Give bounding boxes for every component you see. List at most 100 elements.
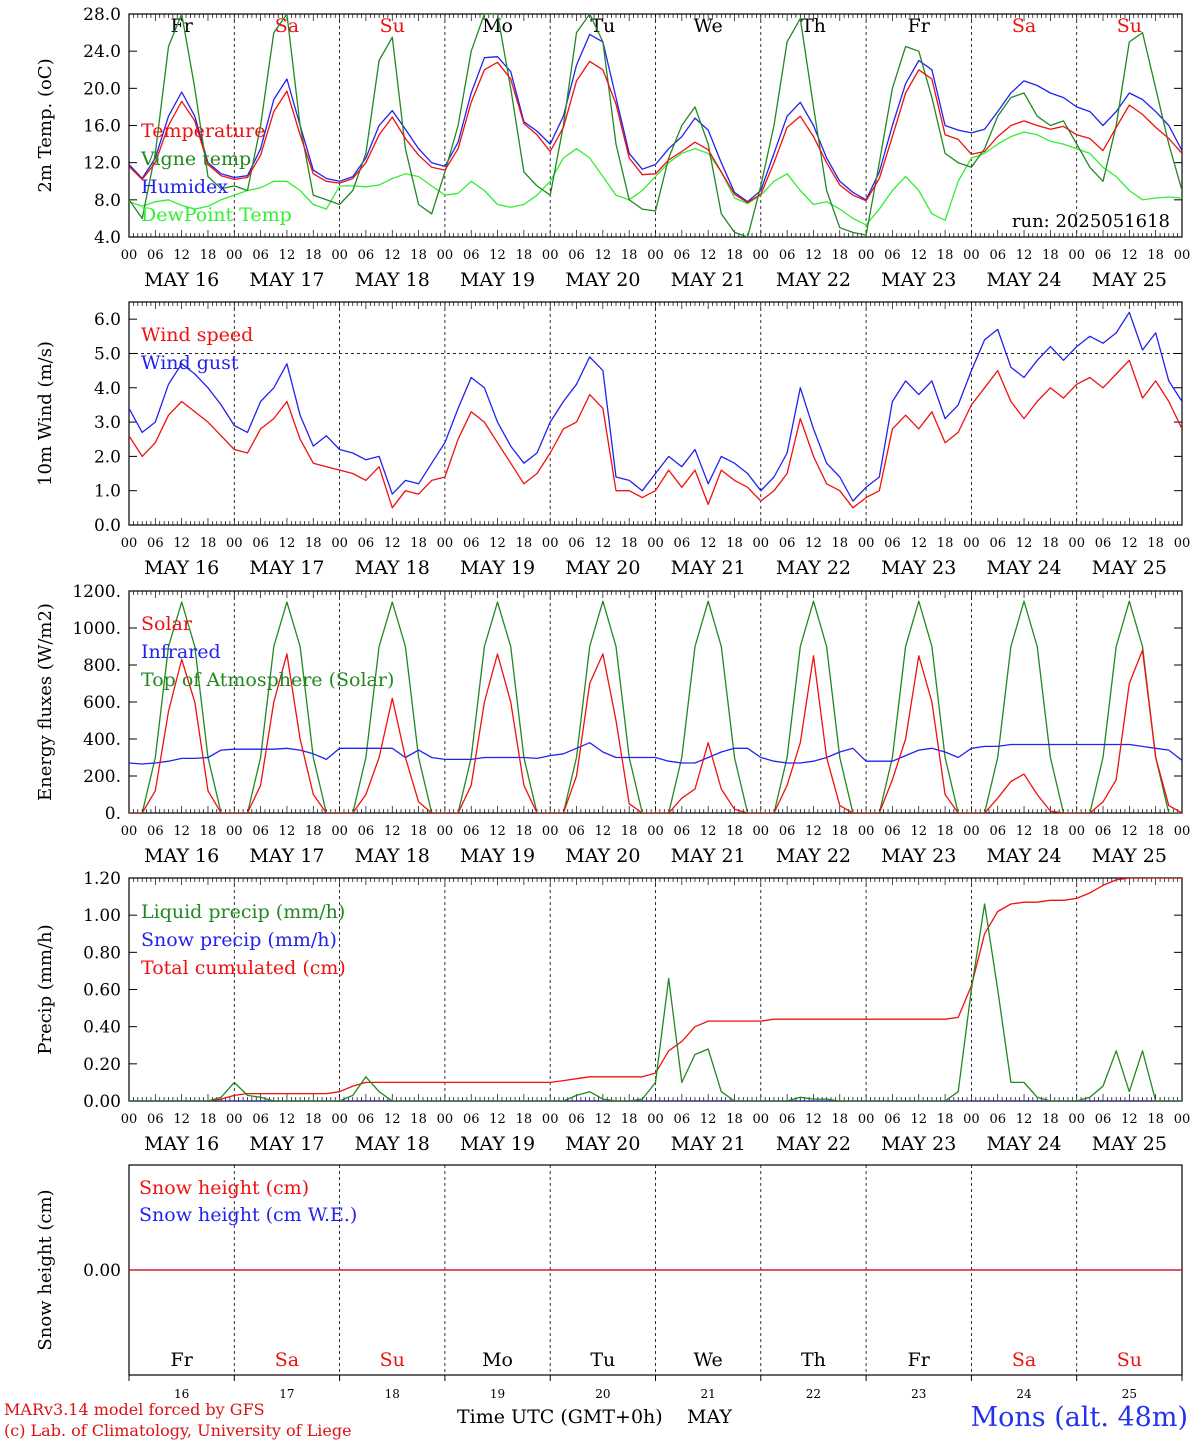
hour-tick-label: 12	[1121, 536, 1138, 551]
date-label: MAY 25	[1092, 845, 1167, 867]
hour-tick-label: 00	[753, 536, 770, 551]
hour-tick-label: 18	[516, 824, 533, 839]
y-tick-label: 16.0	[83, 117, 121, 137]
day-number-label: 24	[1016, 1387, 1032, 1401]
y-axis-label: Snow height (cm)	[35, 1189, 56, 1350]
hour-tick-label: 18	[1042, 536, 1059, 551]
hour-tick-label: 00	[1068, 536, 1085, 551]
series-group	[129, 878, 1182, 1101]
date-label: MAY 16	[144, 845, 219, 867]
series-line-wind-speed	[129, 359, 1182, 509]
station-label: Mons (alt. 48m)	[970, 1402, 1188, 1433]
series-line-dewpoint-temp	[129, 131, 1182, 226]
hour-tick-label: 12	[489, 1112, 506, 1127]
hour-tick-label: 18	[832, 536, 849, 551]
run-label: run: 2025051618	[1012, 211, 1170, 232]
hour-tick-label: 00	[1174, 536, 1191, 551]
date-label: MAY 22	[776, 845, 851, 867]
hour-tick-label: 12	[700, 248, 717, 263]
weekday-label: We	[694, 1349, 723, 1371]
hour-tick-label: 00	[858, 536, 875, 551]
hour-tick-label: 12	[279, 536, 296, 551]
weekday-label: Fr	[908, 15, 931, 37]
hour-tick-label: 12	[384, 1112, 401, 1127]
date-label: MAY 19	[460, 845, 535, 867]
hour-tick-label: 18	[621, 536, 638, 551]
hour-tick-label: 06	[463, 536, 480, 551]
hour-tick-label: 12	[1016, 824, 1033, 839]
day-number-label: 22	[806, 1387, 821, 1401]
hour-tick-label: 12	[384, 824, 401, 839]
hour-tick-label: 06	[252, 536, 269, 551]
hour-tick-label: 00	[121, 824, 138, 839]
panel-4: 00 06 12 18 00 06 12 18 00 06 12 18 00 06 12 18 00 06 12 18…	[35, 869, 1190, 1155]
date-label: MAY 19	[460, 269, 535, 291]
hour-tick-label: 00	[647, 248, 664, 263]
y-tick-label: 0.	[105, 804, 121, 824]
x-axis-title: Time UTC (GMT+0h)	[457, 1406, 663, 1428]
hour-tick-label: 00	[963, 824, 980, 839]
hour-tick-label: 18	[1042, 248, 1059, 263]
day-number-label: 19	[490, 1387, 505, 1401]
legend-entry: Vigne temp	[140, 148, 251, 170]
hour-tick-label: 06	[358, 824, 375, 839]
hour-tick-label: 06	[884, 1112, 901, 1127]
hour-tick-label: 18	[1147, 824, 1164, 839]
hour-tick-label: 00	[437, 1112, 454, 1127]
hour-tick-label: 12	[595, 1112, 612, 1127]
y-tick-label: 1.0	[94, 482, 121, 502]
hour-tick-label: 18	[1042, 824, 1059, 839]
weekday-label: Su	[1117, 15, 1142, 37]
hour-tick-label: 06	[568, 536, 585, 551]
hour-tick-label: 12	[910, 248, 927, 263]
hour-tick-label: 06	[1095, 536, 1112, 551]
hour-tick-label: 12	[595, 248, 612, 263]
hour-tick-label: 00	[1068, 1112, 1085, 1127]
hour-tick-label: 06	[147, 824, 164, 839]
hour-tick-label: 18	[726, 536, 743, 551]
weekday-label: Su	[380, 15, 405, 37]
y-tick-label: 1200.	[72, 582, 121, 602]
date-label: MAY 24	[986, 269, 1061, 291]
hour-tick-label: 12	[805, 1112, 822, 1127]
date-label: MAY 16	[144, 1133, 219, 1155]
weekday-label: Su	[380, 1349, 405, 1371]
legend-entry: Solar	[141, 613, 193, 635]
date-label: MAY 21	[671, 845, 746, 867]
hour-tick-label: 00	[331, 824, 348, 839]
hour-tick-label: 00	[437, 824, 454, 839]
y-axis-label: 2m Temp. (oC)	[35, 58, 56, 192]
hour-tick-label: 18	[305, 248, 322, 263]
legend-entry: Snow height (cm)	[139, 1177, 309, 1199]
hour-tick-label: 18	[726, 1112, 743, 1127]
series-line-infrared	[129, 742, 1182, 765]
weekday-label: Tu	[590, 15, 615, 37]
y-tick-label: 200.	[83, 767, 121, 787]
day-number-label: 20	[595, 1387, 610, 1401]
hour-tick-label: 18	[832, 248, 849, 263]
weekday-label: Fr	[171, 15, 194, 37]
hour-tick-label: 00	[542, 824, 559, 839]
hour-tick-label: 18	[937, 1112, 954, 1127]
series-line-top-of-atmosphere-solar-	[129, 600, 1182, 813]
hour-tick-label: 06	[463, 248, 480, 263]
y-tick-label: 6.0	[94, 310, 121, 330]
date-label: MAY 22	[776, 269, 851, 291]
y-tick-label: 0.00	[83, 1092, 121, 1112]
hour-tick-label: 06	[463, 1112, 480, 1127]
hour-tick-label: 06	[147, 536, 164, 551]
hour-tick-label: 06	[884, 248, 901, 263]
hour-tick-label: 18	[305, 1112, 322, 1127]
y-tick-label: 400.	[83, 730, 121, 750]
hour-tick-label: 00	[331, 248, 348, 263]
y-tick-label: 3.0	[94, 413, 121, 433]
hour-tick-label: 06	[252, 1112, 269, 1127]
date-label: MAY 23	[881, 557, 956, 579]
date-label: MAY 24	[986, 845, 1061, 867]
weekday-label: We	[694, 15, 723, 37]
hour-tick-label: 06	[358, 536, 375, 551]
date-label: MAY 21	[671, 557, 746, 579]
hour-tick-label: 06	[989, 536, 1006, 551]
date-label: MAY 24	[986, 557, 1061, 579]
